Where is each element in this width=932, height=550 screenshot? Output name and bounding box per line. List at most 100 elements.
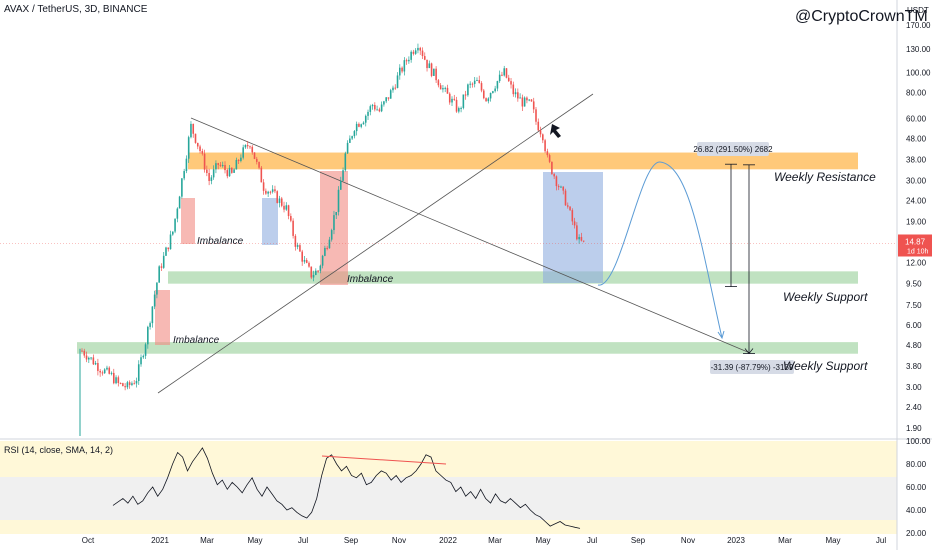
- candle-body: [112, 372, 115, 384]
- candle-body: [144, 344, 147, 356]
- current-price-label: 14.87: [905, 237, 926, 246]
- candle-body: [433, 68, 435, 76]
- candle-body: [324, 247, 326, 256]
- symbol-title[interactable]: AVAX / TetherUS, 3D, BINANCE: [4, 4, 148, 15]
- candle-body: [426, 59, 428, 69]
- candle-body: [174, 218, 176, 232]
- candle-body: [290, 216, 292, 221]
- candle-body: [385, 97, 387, 102]
- zone-band: [168, 271, 858, 284]
- candle-body: [133, 383, 136, 385]
- candle-body: [217, 163, 219, 165]
- candle-body: [582, 240, 585, 242]
- labels-layer: Weekly Resistance Weekly Support Weekly Su…: [173, 170, 876, 373]
- rsi-pane: [112, 447, 581, 529]
- candle-body: [192, 123, 195, 134]
- candle-body: [149, 323, 151, 327]
- candle-body: [187, 137, 190, 159]
- time-tick-label: Sep: [631, 536, 646, 545]
- candle-body: [503, 68, 506, 76]
- candle-body: [115, 377, 117, 384]
- candle-body: [462, 94, 465, 108]
- candle-body: [226, 170, 229, 177]
- candle-body: [498, 74, 501, 82]
- candle-body: [335, 212, 338, 216]
- candle-body: [492, 91, 494, 93]
- candle-body: [231, 167, 233, 173]
- candle-body: [421, 50, 424, 57]
- candle-body: [128, 382, 131, 385]
- candle-body: [237, 159, 240, 161]
- candle-body: [482, 90, 485, 99]
- time-tick-label: May: [247, 536, 262, 545]
- candle-body: [81, 350, 83, 352]
- price-tick-label: 38.00: [906, 155, 927, 164]
- candle-body: [206, 169, 208, 174]
- cursor-icon: [550, 124, 561, 138]
- candle-body: [103, 369, 106, 374]
- imbalance-label: Imbalance: [197, 236, 244, 247]
- candle-body: [376, 109, 378, 111]
- rsi-title[interactable]: RSI (14, close, SMA, 14, 2): [4, 445, 114, 455]
- candle-body: [312, 274, 315, 278]
- candle-body: [310, 266, 313, 278]
- time-tick-label: 2021: [151, 536, 169, 545]
- candle-body: [360, 124, 363, 127]
- candle-body: [562, 186, 565, 191]
- imbalance-box: [155, 290, 170, 345]
- candle-body: [88, 357, 90, 360]
- price-axis[interactable]: USDT 1.90 2.40 3.00 3.80 4.80 6.00 7.50 9.50 12.0…: [0, 6, 932, 433]
- candle-body: [528, 99, 530, 101]
- candle-body: [544, 140, 546, 152]
- candle-body: [90, 357, 92, 359]
- price-tick-label: 12.00: [906, 259, 927, 268]
- candle-body: [287, 205, 290, 217]
- candle-body: [333, 215, 335, 231]
- candle-body: [172, 231, 174, 235]
- price-tick-label: 24.00: [906, 197, 927, 206]
- candle-body: [160, 266, 163, 268]
- candle-body: [380, 104, 383, 112]
- candle-body: [396, 75, 399, 88]
- time-tick-label: Jul: [876, 536, 886, 545]
- time-tick-label: 2022: [439, 536, 457, 545]
- candle-body: [244, 145, 247, 148]
- time-tick-label: Jul: [298, 536, 308, 545]
- brand-watermark: @CryptoCrownTM: [795, 8, 928, 25]
- candle-body: [249, 146, 251, 148]
- candle-body: [271, 189, 274, 192]
- candle-body: [140, 357, 142, 365]
- measure-down-label: -31.39 (-87.79%) -3139: [711, 363, 794, 372]
- candle-body: [292, 220, 294, 236]
- rsi-upper-band: [0, 441, 897, 477]
- candle-body: [196, 142, 199, 147]
- rsi-tick-label: 40.00: [906, 506, 927, 515]
- candle-body: [162, 255, 165, 268]
- candle-body: [485, 98, 487, 102]
- candle-body: [299, 245, 301, 252]
- candle-body: [274, 189, 276, 192]
- price-axis-unit: USDT: [907, 6, 929, 15]
- price-tick-label: 3.80: [906, 362, 922, 371]
- candle-body: [539, 130, 542, 135]
- candle-body: [417, 47, 419, 51]
- time-tick-label: Sep: [344, 536, 359, 545]
- candle-body: [201, 151, 204, 154]
- candle-body: [208, 173, 210, 182]
- price-tick-label: 60.00: [906, 114, 927, 123]
- candle-body: [535, 109, 537, 122]
- candles-layer: [79, 43, 585, 436]
- price-tick-label: 6.00: [906, 321, 922, 330]
- candle-body: [401, 67, 403, 72]
- candle-body: [437, 80, 440, 86]
- candle-body: [203, 153, 206, 170]
- candle-body: [185, 158, 188, 172]
- candle-body: [212, 169, 215, 178]
- time-axis[interactable]: Oct 2021 Mar May Jul Sep Nov 2022 Mar May Jul Sep No…: [82, 536, 887, 545]
- candle-body: [419, 47, 422, 51]
- candle-body: [505, 68, 508, 78]
- measures-layer: 26.82 (291.50%) 2682 -31.39 (-87.79%) -31…: [550, 124, 794, 374]
- rsi-axis[interactable]: 20.00 40.00 60.00 80.00 100.00: [906, 437, 931, 538]
- candle-body: [471, 83, 474, 85]
- candle-body: [453, 98, 456, 100]
